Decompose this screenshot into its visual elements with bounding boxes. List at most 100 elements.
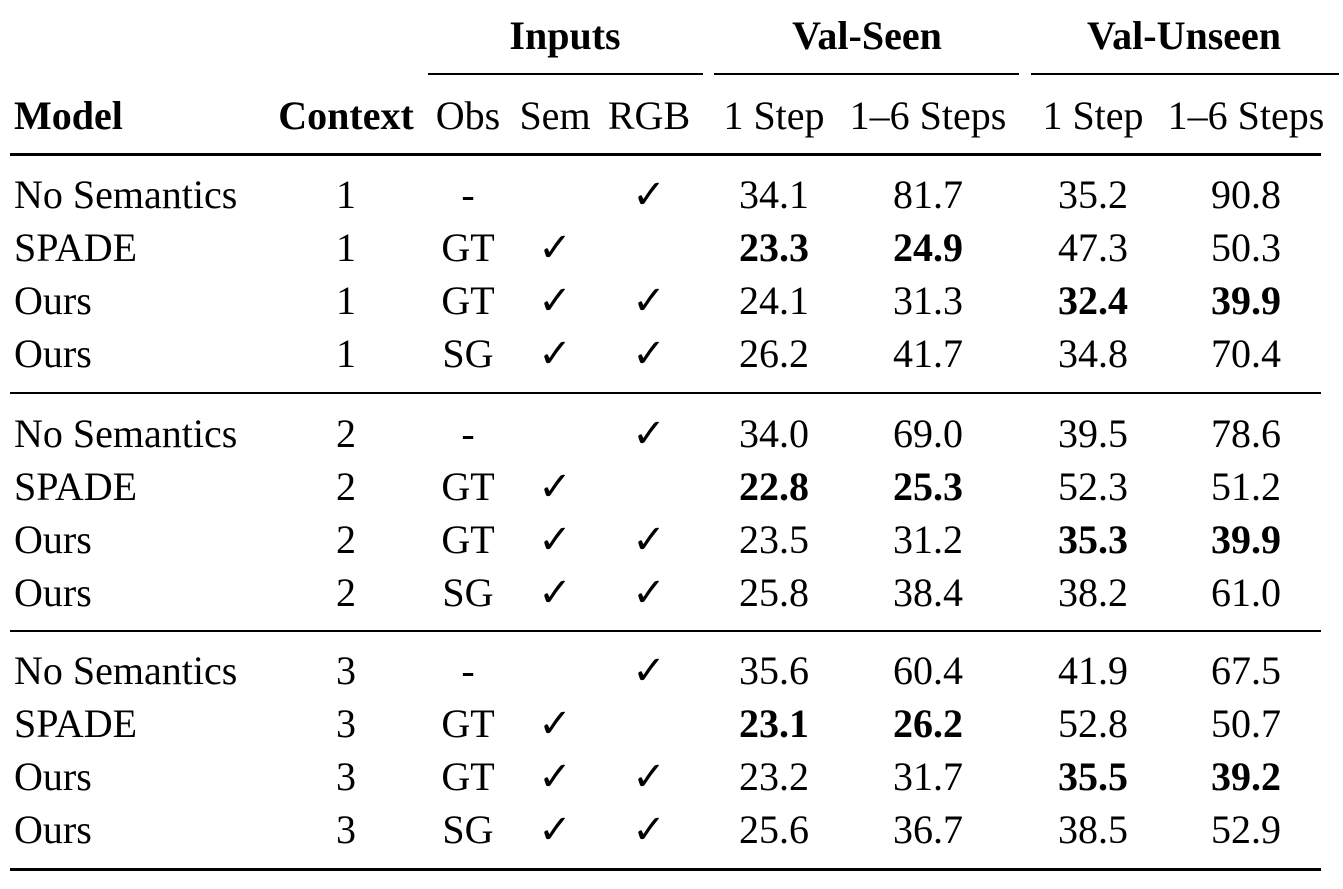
cell-val-seen-1-6-steps: 31.2 — [893, 517, 963, 562]
cell-val-seen-1-6-steps: 31.3 — [893, 278, 963, 323]
cell-obs: GT — [441, 701, 495, 746]
cell-val-seen-1-6-steps: 36.7 — [893, 807, 963, 852]
header-rule — [10, 153, 1321, 156]
cell-sem: ✓ — [538, 278, 572, 323]
cell-val-unseen-1-6-steps: 50.7 — [1211, 701, 1281, 746]
column-header-model: Model — [14, 93, 123, 138]
cell-rgb: ✓ — [632, 517, 666, 562]
cell-obs: SG — [442, 807, 494, 852]
cell-val-seen-1-6-steps: 60.4 — [893, 648, 963, 693]
cell-rgb: ✓ — [632, 570, 666, 615]
cell-val-unseen-1-step: 47.3 — [1058, 225, 1128, 270]
cell-val-seen-1-6-steps: 26.2 — [893, 701, 963, 746]
cell-val-seen-1-6-steps: 81.7 — [893, 172, 963, 217]
cell-rgb: ✓ — [632, 172, 666, 217]
cell-obs: - — [461, 172, 475, 217]
cell-context: 3 — [336, 701, 356, 746]
cell-val-unseen-1-6-steps: 39.9 — [1211, 278, 1281, 323]
group-divider-rule — [10, 630, 1321, 632]
cell-model: SPADE — [14, 701, 138, 746]
cell-val-unseen-1-step: 39.5 — [1058, 411, 1128, 456]
cell-model: Ours — [14, 331, 92, 376]
cell-obs: SG — [442, 570, 494, 615]
cell-val-unseen-1-6-steps: 52.9 — [1211, 807, 1281, 852]
column-header-context: Context — [278, 93, 414, 138]
cell-sem: ✓ — [538, 570, 572, 615]
column-header-sem: Sem — [519, 93, 591, 138]
cell-context: 3 — [336, 754, 356, 799]
group-divider-rule — [10, 392, 1321, 394]
cell-val-seen-1-step: 35.6 — [739, 648, 809, 693]
cell-val-unseen-1-step: 35.3 — [1058, 517, 1128, 562]
cell-context: 2 — [336, 517, 356, 562]
cell-context: 2 — [336, 411, 356, 456]
column-header-val-unseen-1-6-steps: 1–6 Steps — [1167, 93, 1325, 138]
cell-obs: SG — [442, 331, 494, 376]
cell-context: 3 — [336, 648, 356, 693]
cell-val-seen-1-6-steps: 31.7 — [893, 754, 963, 799]
group-header-inputs: Inputs — [509, 13, 621, 58]
cell-val-unseen-1-6-steps: 70.4 — [1211, 331, 1281, 376]
cell-sem: ✓ — [538, 517, 572, 562]
cell-obs: GT — [441, 517, 495, 562]
cell-val-unseen-1-6-steps: 78.6 — [1211, 411, 1281, 456]
cell-val-seen-1-step: 34.1 — [739, 172, 809, 217]
cell-val-seen-1-6-steps: 25.3 — [893, 464, 963, 509]
cell-val-seen-1-step: 23.5 — [739, 517, 809, 562]
cell-val-seen-1-step: 25.8 — [739, 570, 809, 615]
cell-obs: GT — [441, 225, 495, 270]
cell-sem: ✓ — [538, 464, 572, 509]
cell-sem: ✓ — [538, 754, 572, 799]
cell-rgb: ✓ — [632, 754, 666, 799]
val-seen-group-rule — [714, 73, 1019, 75]
cell-model: Ours — [14, 807, 92, 852]
cell-rgb: ✓ — [632, 331, 666, 376]
cell-val-unseen-1-6-steps: 39.9 — [1211, 517, 1281, 562]
cell-val-seen-1-step: 23.1 — [739, 701, 809, 746]
cell-context: 3 — [336, 807, 356, 852]
cell-val-unseen-1-6-steps: 61.0 — [1211, 570, 1281, 615]
cell-sem: ✓ — [538, 807, 572, 852]
cell-val-unseen-1-6-steps: 90.8 — [1211, 172, 1281, 217]
group-header-val-seen: Val-Seen — [792, 13, 942, 58]
cell-val-unseen-1-6-steps: 67.5 — [1211, 648, 1281, 693]
cell-val-seen-1-6-steps: 41.7 — [893, 331, 963, 376]
cell-model: No Semantics — [14, 172, 238, 217]
cell-model: No Semantics — [14, 411, 238, 456]
cell-val-seen-1-step: 25.6 — [739, 807, 809, 852]
cell-context: 2 — [336, 464, 356, 509]
cell-val-unseen-1-6-steps: 51.2 — [1211, 464, 1281, 509]
cell-val-unseen-1-step: 38.5 — [1058, 807, 1128, 852]
cell-model: No Semantics — [14, 648, 238, 693]
cell-val-seen-1-step: 23.2 — [739, 754, 809, 799]
cell-val-unseen-1-6-steps: 39.2 — [1211, 754, 1281, 799]
cell-context: 1 — [336, 172, 356, 217]
cell-rgb: ✓ — [632, 411, 666, 456]
cell-val-unseen-1-step: 35.5 — [1058, 754, 1128, 799]
cell-val-unseen-1-step: 38.2 — [1058, 570, 1128, 615]
cell-model: Ours — [14, 278, 92, 323]
cell-val-unseen-1-step: 52.3 — [1058, 464, 1128, 509]
cell-val-seen-1-6-steps: 24.9 — [893, 225, 963, 270]
column-header-rgb: RGB — [607, 93, 691, 138]
cell-obs: GT — [441, 464, 495, 509]
cell-sem: ✓ — [538, 701, 572, 746]
inputs-group-rule — [428, 73, 703, 75]
cell-obs: GT — [441, 278, 495, 323]
cell-val-seen-1-step: 22.8 — [739, 464, 809, 509]
cell-val-unseen-1-6-steps: 50.3 — [1211, 225, 1281, 270]
cell-val-seen-1-6-steps: 69.0 — [893, 411, 963, 456]
bottom-rule — [10, 868, 1321, 871]
cell-rgb: ✓ — [632, 648, 666, 693]
cell-sem: ✓ — [538, 225, 572, 270]
cell-val-unseen-1-step: 35.2 — [1058, 172, 1128, 217]
cell-val-unseen-1-step: 41.9 — [1058, 648, 1128, 693]
cell-model: Ours — [14, 754, 92, 799]
cell-val-seen-1-step: 34.0 — [739, 411, 809, 456]
cell-val-seen-1-step: 23.3 — [739, 225, 809, 270]
cell-context: 1 — [336, 225, 356, 270]
cell-rgb: ✓ — [632, 807, 666, 852]
cell-context: 1 — [336, 278, 356, 323]
cell-rgb: ✓ — [632, 278, 666, 323]
column-header-val-seen-1-step: 1 Step — [723, 93, 825, 138]
